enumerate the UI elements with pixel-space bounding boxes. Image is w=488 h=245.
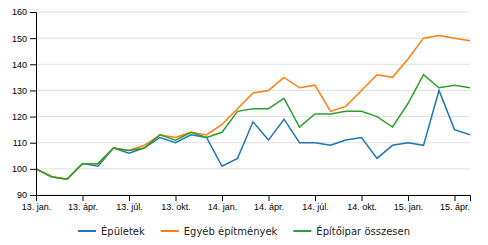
plot: 13. jan. 13. ápr. 13. júl. 13. okt. 14. jan.… bbox=[12, 7, 471, 212]
tick-mark bbox=[30, 169, 36, 170]
y-tick: 110 bbox=[13, 138, 36, 148]
x-tick-label: 13. júl. bbox=[116, 202, 143, 212]
tick-mark bbox=[30, 117, 36, 118]
x-tick-label: 15. jan. bbox=[394, 202, 424, 212]
legend-item: Egyéb építmények bbox=[161, 226, 278, 237]
grid-line bbox=[36, 38, 470, 39]
x-tick: 15. jan. bbox=[394, 195, 424, 212]
tick-mark bbox=[269, 195, 270, 201]
y-tick: 130 bbox=[12, 86, 36, 96]
grid-line bbox=[36, 168, 470, 169]
y-tick: 100 bbox=[12, 164, 36, 174]
y-tick: 90 bbox=[17, 190, 36, 200]
x-tick-label: 14. okt. bbox=[347, 202, 377, 212]
x-axis: 13. jan. 13. ápr. 13. júl. 13. okt. 14. jan.… bbox=[22, 195, 471, 212]
grid-line bbox=[36, 12, 470, 13]
lines bbox=[36, 36, 470, 180]
x-tick: 14. jan. bbox=[208, 195, 238, 212]
tick-mark bbox=[315, 195, 316, 201]
tick-mark bbox=[176, 195, 177, 201]
legend-swatch bbox=[293, 230, 311, 232]
x-tick-label: 13. jan. bbox=[22, 202, 52, 212]
legend-label: Építőipar összesen bbox=[316, 225, 410, 237]
tick-mark bbox=[362, 195, 363, 201]
grid bbox=[36, 12, 470, 195]
series-line bbox=[36, 90, 470, 179]
tick-mark bbox=[222, 195, 223, 201]
x-tick-label: 14. júl. bbox=[302, 202, 329, 212]
y-tick: 150 bbox=[12, 34, 36, 44]
axis-line bbox=[37, 196, 471, 202]
tick-mark bbox=[83, 195, 84, 201]
series-line bbox=[36, 36, 470, 180]
y-tick-label: 120 bbox=[12, 112, 27, 122]
x-tick: 15. ápr. bbox=[440, 195, 470, 212]
y-tick: 120 bbox=[12, 112, 36, 122]
tick-mark bbox=[408, 195, 409, 201]
legend-label: Épületek bbox=[101, 225, 145, 237]
x-tick: 13. ápr. bbox=[68, 195, 98, 212]
x-tick-label: 15. ápr. bbox=[440, 202, 470, 212]
series-line bbox=[36, 75, 470, 180]
tick-mark bbox=[30, 90, 36, 91]
tick-mark bbox=[30, 64, 36, 65]
y-tick-label: 160 bbox=[12, 7, 27, 17]
legend-item: Építőipar összesen bbox=[293, 225, 410, 237]
x-tick: 13. júl. bbox=[116, 195, 143, 212]
y-tick-label: 130 bbox=[12, 86, 27, 96]
y-tick-label: 90 bbox=[17, 190, 27, 200]
legend-swatch bbox=[161, 230, 179, 232]
x-tick-label: 14. ápr. bbox=[254, 202, 284, 212]
grid-line bbox=[36, 90, 470, 91]
y-axis: 90 100 110 120 130 140 150 160 bbox=[12, 7, 37, 200]
tick-mark bbox=[455, 195, 456, 201]
x-tick: 14. okt. bbox=[347, 195, 377, 212]
x-tick: 14. júl. bbox=[302, 195, 329, 212]
chart: 13. jan. 13. ápr. 13. júl. 13. okt. 14. jan.… bbox=[0, 0, 488, 245]
legend-swatch bbox=[78, 230, 96, 232]
x-tick-label: 13. ápr. bbox=[68, 202, 98, 212]
x-tick-label: 14. jan. bbox=[208, 202, 238, 212]
grid-line bbox=[36, 64, 470, 65]
legend: Épületek Egyéb építmények Építőipar összes… bbox=[78, 225, 410, 237]
axis-line bbox=[30, 13, 37, 196]
grid-line bbox=[36, 116, 470, 117]
chart-container: 13. jan. 13. ápr. 13. júl. 13. okt. 14. jan.… bbox=[0, 0, 488, 245]
tick-mark bbox=[30, 195, 36, 196]
tick-mark bbox=[30, 143, 36, 144]
y-tick-label: 150 bbox=[12, 34, 27, 44]
legend-item: Épületek bbox=[78, 225, 145, 237]
tick-mark bbox=[30, 12, 36, 13]
x-tick-label: 13. okt. bbox=[161, 202, 191, 212]
y-tick: 140 bbox=[12, 60, 36, 70]
legend-label: Egyéb építmények bbox=[184, 226, 278, 237]
y-tick-label: 140 bbox=[12, 60, 27, 70]
x-tick: 14. ápr. bbox=[254, 195, 284, 212]
y-tick-label: 110 bbox=[13, 138, 27, 148]
x-tick: 13. okt. bbox=[161, 195, 191, 212]
tick-mark bbox=[30, 38, 36, 39]
y-tick: 160 bbox=[12, 7, 36, 17]
tick-mark bbox=[129, 195, 130, 201]
y-tick-label: 100 bbox=[12, 164, 27, 174]
